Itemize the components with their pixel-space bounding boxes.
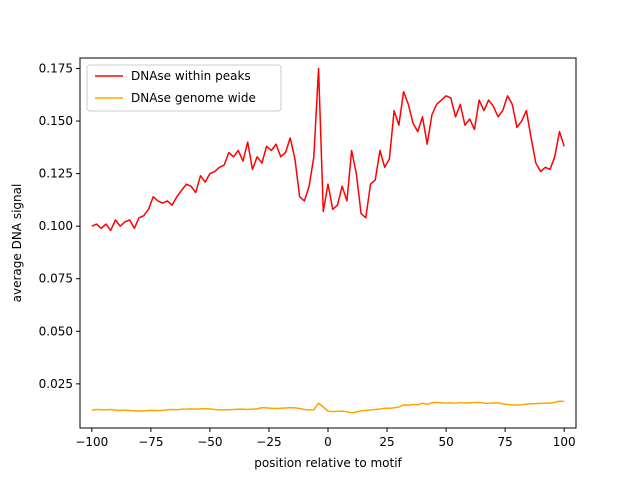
y-tick-label: 0.075: [39, 272, 73, 286]
x-tick-label: −25: [256, 435, 281, 449]
y-tick-label: 0.150: [39, 114, 73, 128]
y-axis: 0.025 0.050 0.075 0.100 0.125 0.150 0.175: [39, 62, 80, 391]
legend-label-genome-wide: DNAse genome wide: [131, 91, 256, 105]
x-axis-label: position relative to motif: [254, 456, 402, 470]
legend-label-within-peaks: DNAse within peaks: [131, 69, 251, 83]
x-tick-label: 0: [324, 435, 332, 449]
x-tick-label: −100: [75, 435, 108, 449]
legend-box: [86, 64, 282, 112]
y-tick-label: 0.050: [39, 324, 73, 338]
x-tick-label: 75: [498, 435, 513, 449]
series-group: [91, 67, 565, 414]
x-tick-label: 25: [379, 435, 394, 449]
x-tick-label: −75: [138, 435, 163, 449]
y-axis-label: average DNA signal: [10, 184, 24, 303]
legend: DNAse within peaks DNAse genome wide: [86, 64, 282, 112]
series-line-genome-wide: [91, 400, 565, 414]
y-tick-label: 0.125: [39, 167, 73, 181]
x-tick-label: 100: [553, 435, 576, 449]
y-tick-label: 0.175: [39, 62, 73, 76]
x-tick-label: 50: [438, 435, 453, 449]
x-tick-label: −50: [197, 435, 222, 449]
x-axis: −100 −75 −50 −25 0 25 50 75 100: [75, 428, 576, 449]
y-tick-label: 0.100: [39, 219, 73, 233]
series-line-within-peaks: [91, 67, 565, 232]
y-tick-label: 0.025: [39, 377, 73, 391]
